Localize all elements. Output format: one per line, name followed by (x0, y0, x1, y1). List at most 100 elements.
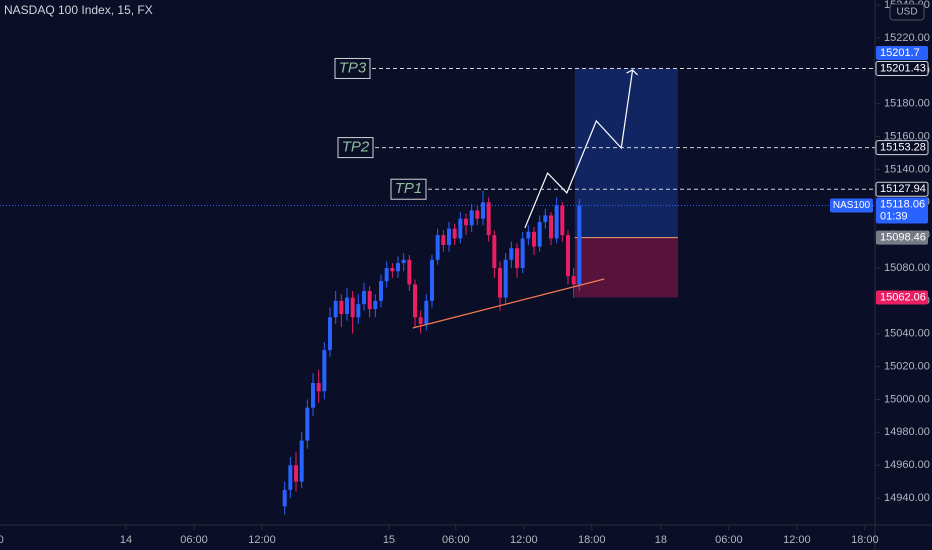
candle-body (282, 489, 287, 507)
candle-body (464, 218, 469, 226)
candle-body (390, 268, 395, 272)
candle-body (316, 383, 321, 392)
candle-body (486, 202, 491, 236)
plot-area: TP3 TP2 TP1 (0, 57, 875, 515)
level-price: 15201.43 (880, 62, 926, 74)
trendline (412, 278, 605, 329)
candle-body (311, 383, 316, 408)
candle-body (492, 235, 497, 269)
candle-body (577, 205, 582, 285)
y-tick-label: 15080.00 (884, 262, 930, 274)
target-price-label: 15201.7 (880, 47, 920, 59)
candle-body (520, 238, 525, 269)
candle-body (498, 268, 502, 298)
level-price: 15153.28 (880, 141, 926, 153)
level-box (390, 178, 427, 200)
candle-body (294, 465, 299, 482)
level-price-bg (875, 181, 929, 197)
projection-path (524, 69, 634, 229)
level-label: TP1 (395, 180, 423, 197)
level-box (334, 57, 371, 79)
candle-body (328, 317, 333, 351)
candle-body (514, 248, 519, 269)
y-tick-label: 14960.00 (884, 459, 930, 471)
candle-body (322, 350, 327, 392)
candle-body (531, 231, 536, 247)
candle-body (339, 300, 344, 315)
profit-zone (574, 68, 678, 238)
candle-body (356, 304, 361, 318)
symbol-label: NAS100 (833, 200, 871, 211)
arrow-head (626, 69, 639, 76)
x-tick-label: 14 (120, 534, 132, 546)
candle-body (305, 407, 310, 441)
candle-body (288, 465, 293, 490)
candle-body (407, 259, 412, 285)
candle-body (565, 235, 570, 277)
candle-body (401, 259, 406, 264)
candle-body (458, 218, 463, 239)
candle-body (526, 231, 531, 239)
candle-body (362, 291, 367, 305)
candle-body (424, 300, 429, 324)
candle-body (481, 202, 486, 219)
current-price-bg (876, 197, 928, 224)
x-tick-label: 18:00 (578, 534, 606, 546)
candle-body (554, 205, 559, 239)
x-tick-label: 06:00 (715, 534, 743, 546)
candle-body (447, 228, 452, 245)
y-tick-label: 15220.00 (884, 32, 930, 44)
y-tick-label: 15040.00 (884, 328, 930, 340)
candle-body (396, 263, 401, 272)
x-tick-label: 15 (383, 534, 395, 546)
currency: USD (896, 7, 917, 18)
current-price: 15118.06 (880, 198, 925, 210)
y-tick-label: 15180.00 (884, 98, 930, 110)
candle-body (537, 221, 542, 247)
x-tick-label: 12:00 (783, 534, 811, 546)
candle-body (469, 210, 474, 226)
level-label: TP2 (342, 139, 370, 156)
candle-body (379, 281, 384, 301)
x-tick-label: 18:00 (851, 534, 879, 546)
candle-body (384, 268, 389, 282)
x-tick-label: 12:00 (510, 534, 538, 546)
loss-zone (574, 237, 678, 298)
x-tick-label: 06:00 (180, 534, 208, 546)
stop-price-label: 15062.06 (880, 291, 926, 303)
chart-title: NASDAQ 100 Index, 15, FX (4, 3, 153, 17)
entry-price-label: 15098.46 (880, 232, 926, 244)
y-tick-label: 15020.00 (884, 361, 930, 373)
countdown: 01:39 (880, 210, 908, 222)
y-tick-label: 15140.00 (884, 163, 930, 175)
candle-body (509, 248, 514, 260)
y-tick-label: 15000.00 (884, 393, 930, 405)
candle-body (571, 276, 576, 285)
candle-body (367, 291, 372, 310)
candle-body (560, 205, 565, 236)
candle-body (373, 300, 378, 310)
candle-body (441, 235, 446, 245)
candle-body (299, 440, 304, 482)
candle-body (350, 297, 355, 318)
candle-body (345, 297, 350, 315)
y-tick-label: 14940.00 (884, 492, 930, 504)
candle-body (333, 300, 338, 318)
y-tick-label: 15160.00 (884, 130, 930, 142)
candle-body (503, 259, 508, 298)
x-tick-label: 12:00 (0, 534, 4, 546)
x-tick-label: 06:00 (442, 534, 470, 546)
level-label: TP3 (339, 59, 367, 76)
level-box (337, 137, 374, 159)
symbol-bg (830, 198, 873, 213)
target-price-label-bg (876, 46, 928, 61)
currency-bg (889, 3, 925, 21)
candle-body (418, 317, 423, 324)
level-price: 15127.94 (880, 183, 926, 195)
level-price-bg (875, 60, 929, 76)
y-tick-label: 14980.00 (884, 426, 930, 438)
